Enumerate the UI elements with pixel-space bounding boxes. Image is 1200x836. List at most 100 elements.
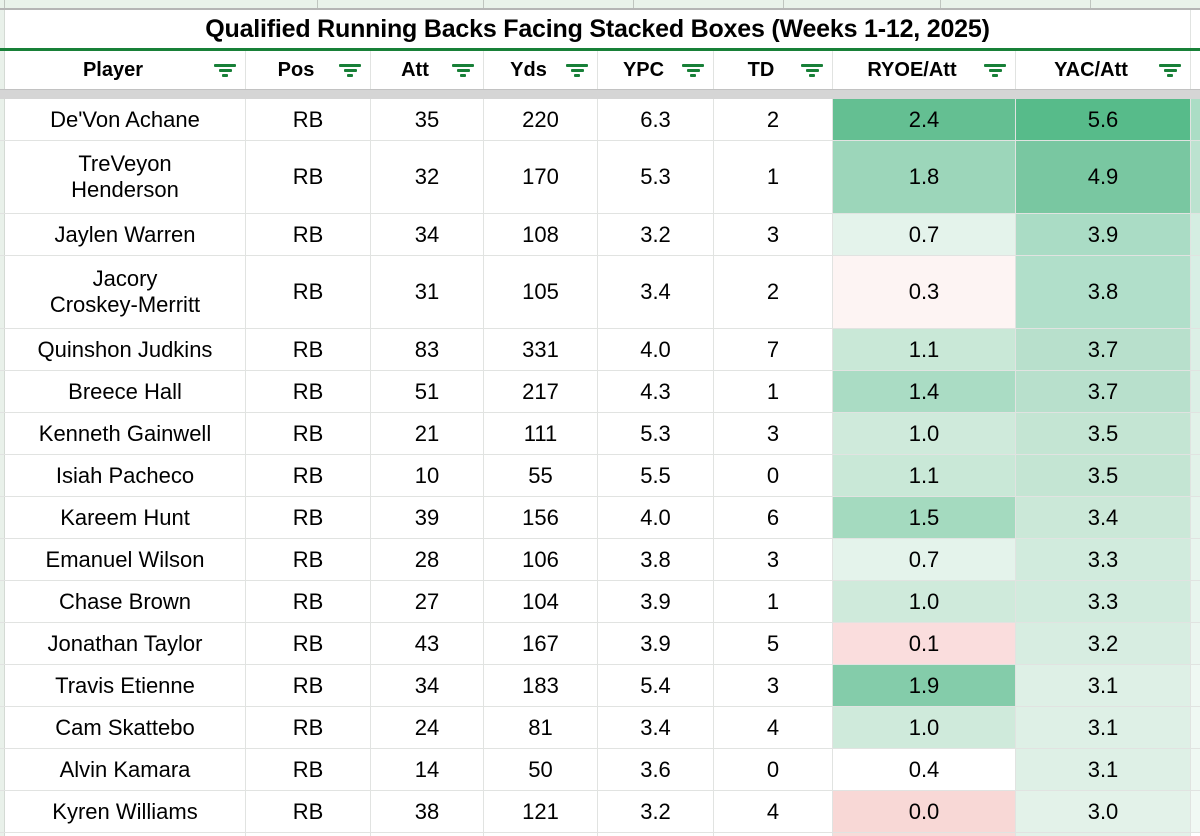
td-cell[interactable]: 3 — [714, 665, 833, 706]
pos-cell[interactable]: RB — [246, 581, 371, 622]
yac-cell[interactable]: 3.1 — [1016, 749, 1191, 790]
player-cell[interactable]: Alvin Kamara — [5, 749, 246, 790]
yds-cell[interactable]: 111 — [484, 413, 598, 454]
td-cell[interactable]: 5 — [714, 623, 833, 664]
yds-cell[interactable] — [484, 833, 598, 836]
ypc-cell[interactable]: 6.3 — [598, 99, 714, 140]
player-cell[interactable]: Kareem Hunt — [5, 497, 246, 538]
att-cell[interactable]: 43 — [371, 623, 484, 664]
yds-cell[interactable]: 106 — [484, 539, 598, 580]
att-cell[interactable]: 38 — [371, 791, 484, 832]
player-cell[interactable]: Breece Hall — [5, 371, 246, 412]
player-cell[interactable]: Jonathan Taylor — [5, 623, 246, 664]
yds-cell[interactable]: 81 — [484, 707, 598, 748]
ryoe-cell[interactable]: 0.7 — [833, 214, 1016, 255]
ypc-cell[interactable]: 5.3 — [598, 141, 714, 213]
pos-cell[interactable]: RB — [246, 455, 371, 496]
ypc-cell[interactable]: 3.8 — [598, 539, 714, 580]
player-cell[interactable]: Kenneth Gainwell — [5, 413, 246, 454]
filter-icon[interactable] — [681, 63, 705, 77]
ypc-cell[interactable]: 3.4 — [598, 707, 714, 748]
yds-cell[interactable]: 167 — [484, 623, 598, 664]
filter-icon[interactable] — [1158, 63, 1182, 77]
pos-cell[interactable]: RB — [246, 539, 371, 580]
filter-icon[interactable] — [213, 63, 237, 77]
table-title[interactable]: Qualified Running Backs Facing Stacked B… — [5, 10, 1191, 48]
column-header-att[interactable]: Att — [371, 51, 484, 89]
player-cell[interactable]: Isiah Pacheco — [5, 455, 246, 496]
ypc-cell[interactable]: 3.6 — [598, 749, 714, 790]
yac-cell[interactable]: 3.3 — [1016, 539, 1191, 580]
pos-cell[interactable]: RB — [246, 749, 371, 790]
ryoe-cell[interactable]: 1.1 — [833, 329, 1016, 370]
yds-cell[interactable]: 183 — [484, 665, 598, 706]
filter-icon[interactable] — [800, 63, 824, 77]
ryoe-cell[interactable]: 0.4 — [833, 749, 1016, 790]
td-cell[interactable]: 1 — [714, 581, 833, 622]
td-cell[interactable]: 7 — [714, 329, 833, 370]
att-cell[interactable]: 32 — [371, 141, 484, 213]
ypc-cell[interactable]: 5.5 — [598, 455, 714, 496]
att-cell[interactable]: 14 — [371, 749, 484, 790]
td-cell[interactable]: 6 — [714, 497, 833, 538]
yac-cell[interactable]: 3.5 — [1016, 455, 1191, 496]
player-cell[interactable]: Quinshon Judkins — [5, 329, 246, 370]
pos-cell[interactable] — [246, 833, 371, 836]
yac-cell[interactable]: 4.9 — [1016, 141, 1191, 213]
pos-cell[interactable]: RB — [246, 371, 371, 412]
yds-cell[interactable]: 108 — [484, 214, 598, 255]
column-header-yds[interactable]: Yds — [484, 51, 598, 89]
yds-cell[interactable]: 55 — [484, 455, 598, 496]
yds-cell[interactable]: 156 — [484, 497, 598, 538]
pos-cell[interactable]: RB — [246, 707, 371, 748]
yac-cell[interactable]: 3.1 — [1016, 707, 1191, 748]
pos-cell[interactable]: RB — [246, 329, 371, 370]
att-cell[interactable] — [371, 833, 484, 836]
column-header-yac[interactable]: YAC/Att — [1016, 51, 1191, 89]
yac-cell[interactable]: 3.8 — [1016, 256, 1191, 328]
ypc-cell[interactable]: 5.4 — [598, 665, 714, 706]
ypc-cell[interactable]: 3.4 — [598, 256, 714, 328]
ypc-cell[interactable]: 3.2 — [598, 791, 714, 832]
player-cell[interactable]: De'Von Achane — [5, 99, 246, 140]
ryoe-cell[interactable]: 0.7 — [833, 539, 1016, 580]
filter-icon[interactable] — [565, 63, 589, 77]
yac-cell[interactable]: 3.9 — [1016, 214, 1191, 255]
td-cell[interactable]: 0 — [714, 749, 833, 790]
yac-cell[interactable]: 3.0 — [1016, 791, 1191, 832]
att-cell[interactable]: 10 — [371, 455, 484, 496]
yac-cell[interactable]: 3.7 — [1016, 329, 1191, 370]
filter-icon[interactable] — [338, 63, 362, 77]
pos-cell[interactable]: RB — [246, 497, 371, 538]
att-cell[interactable]: 51 — [371, 371, 484, 412]
att-cell[interactable]: 39 — [371, 497, 484, 538]
ryoe-cell[interactable]: 0.1 — [833, 623, 1016, 664]
att-cell[interactable]: 34 — [371, 214, 484, 255]
ypc-cell[interactable]: 3.9 — [598, 581, 714, 622]
ryoe-cell[interactable]: 1.0 — [833, 581, 1016, 622]
ypc-cell[interactable]: 4.0 — [598, 329, 714, 370]
yac-cell[interactable]: 3.3 — [1016, 581, 1191, 622]
yds-cell[interactable]: 170 — [484, 141, 598, 213]
yac-cell[interactable]: 3.7 — [1016, 371, 1191, 412]
att-cell[interactable]: 27 — [371, 581, 484, 622]
att-cell[interactable]: 83 — [371, 329, 484, 370]
td-cell[interactable]: 3 — [714, 413, 833, 454]
player-cell[interactable]: Travis Etienne — [5, 665, 246, 706]
yac-cell[interactable]: 3.4 — [1016, 497, 1191, 538]
pos-cell[interactable]: RB — [246, 99, 371, 140]
td-cell[interactable]: 4 — [714, 707, 833, 748]
pos-cell[interactable]: RB — [246, 623, 371, 664]
att-cell[interactable]: 31 — [371, 256, 484, 328]
row-above-table[interactable] — [0, 0, 1200, 10]
att-cell[interactable]: 24 — [371, 707, 484, 748]
frozen-row-divider[interactable] — [0, 89, 1200, 99]
ryoe-cell[interactable]: 1.5 — [833, 497, 1016, 538]
td-cell[interactable]: 4 — [714, 791, 833, 832]
player-cell[interactable] — [5, 833, 246, 836]
yac-cell[interactable]: 3.1 — [1016, 665, 1191, 706]
ryoe-cell[interactable]: 0.0 — [833, 791, 1016, 832]
td-cell[interactable]: 0 — [714, 455, 833, 496]
ryoe-cell[interactable]: 2.4 — [833, 99, 1016, 140]
yac-cell[interactable]: 3.5 — [1016, 413, 1191, 454]
